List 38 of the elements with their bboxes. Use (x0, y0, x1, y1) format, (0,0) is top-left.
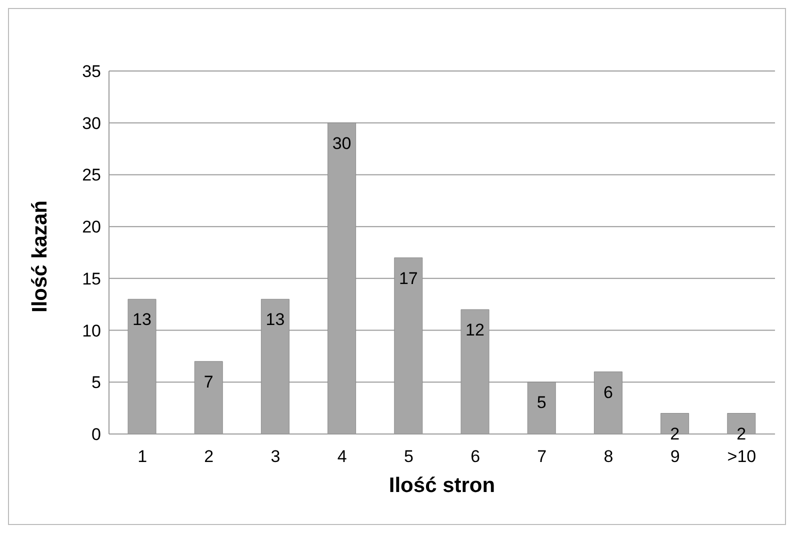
y-tick-label: 30 (82, 114, 101, 133)
x-tick-label: 5 (404, 447, 414, 466)
x-tick-label: 4 (337, 447, 347, 466)
data-label: 13 (132, 310, 152, 330)
x-tick-label: 1 (138, 447, 148, 466)
y-tick-label: 15 (82, 269, 101, 288)
bar (460, 309, 490, 434)
y-tick-label: 20 (82, 218, 101, 237)
y-tick-label: 10 (82, 321, 101, 340)
data-label: 2 (736, 424, 746, 444)
data-label: 30 (332, 134, 352, 153)
y-axis-title: Ilość kazań (28, 200, 52, 312)
x-tick-label: 2 (204, 447, 214, 466)
bar (128, 298, 156, 434)
data-label: 7 (204, 372, 214, 392)
x-tick-label: 7 (537, 447, 547, 466)
bar (527, 382, 556, 434)
data-label: 13 (266, 310, 285, 330)
x-tick-label: 9 (670, 447, 680, 466)
data-label: 12 (466, 320, 484, 340)
bar (328, 122, 356, 434)
data-label: 6 (603, 382, 613, 402)
y-tick-label: 0 (92, 425, 101, 444)
y-tick-label: 25 (82, 166, 101, 185)
bar (194, 361, 223, 434)
x-tick-label: 6 (470, 447, 480, 466)
x-axis-title: Ilość stron (388, 474, 496, 497)
bar (394, 257, 423, 434)
data-label: 5 (536, 393, 546, 412)
y-tick-label: 5 (92, 373, 101, 392)
y-tick-label: 35 (82, 62, 101, 82)
data-label: 2 (670, 424, 680, 444)
bar (260, 298, 290, 434)
x-tick-label: 8 (604, 447, 614, 466)
data-label: 17 (398, 268, 418, 288)
x-tick-label: 3 (270, 447, 280, 466)
x-tick-label: >10 (727, 447, 756, 466)
bar (594, 372, 622, 434)
